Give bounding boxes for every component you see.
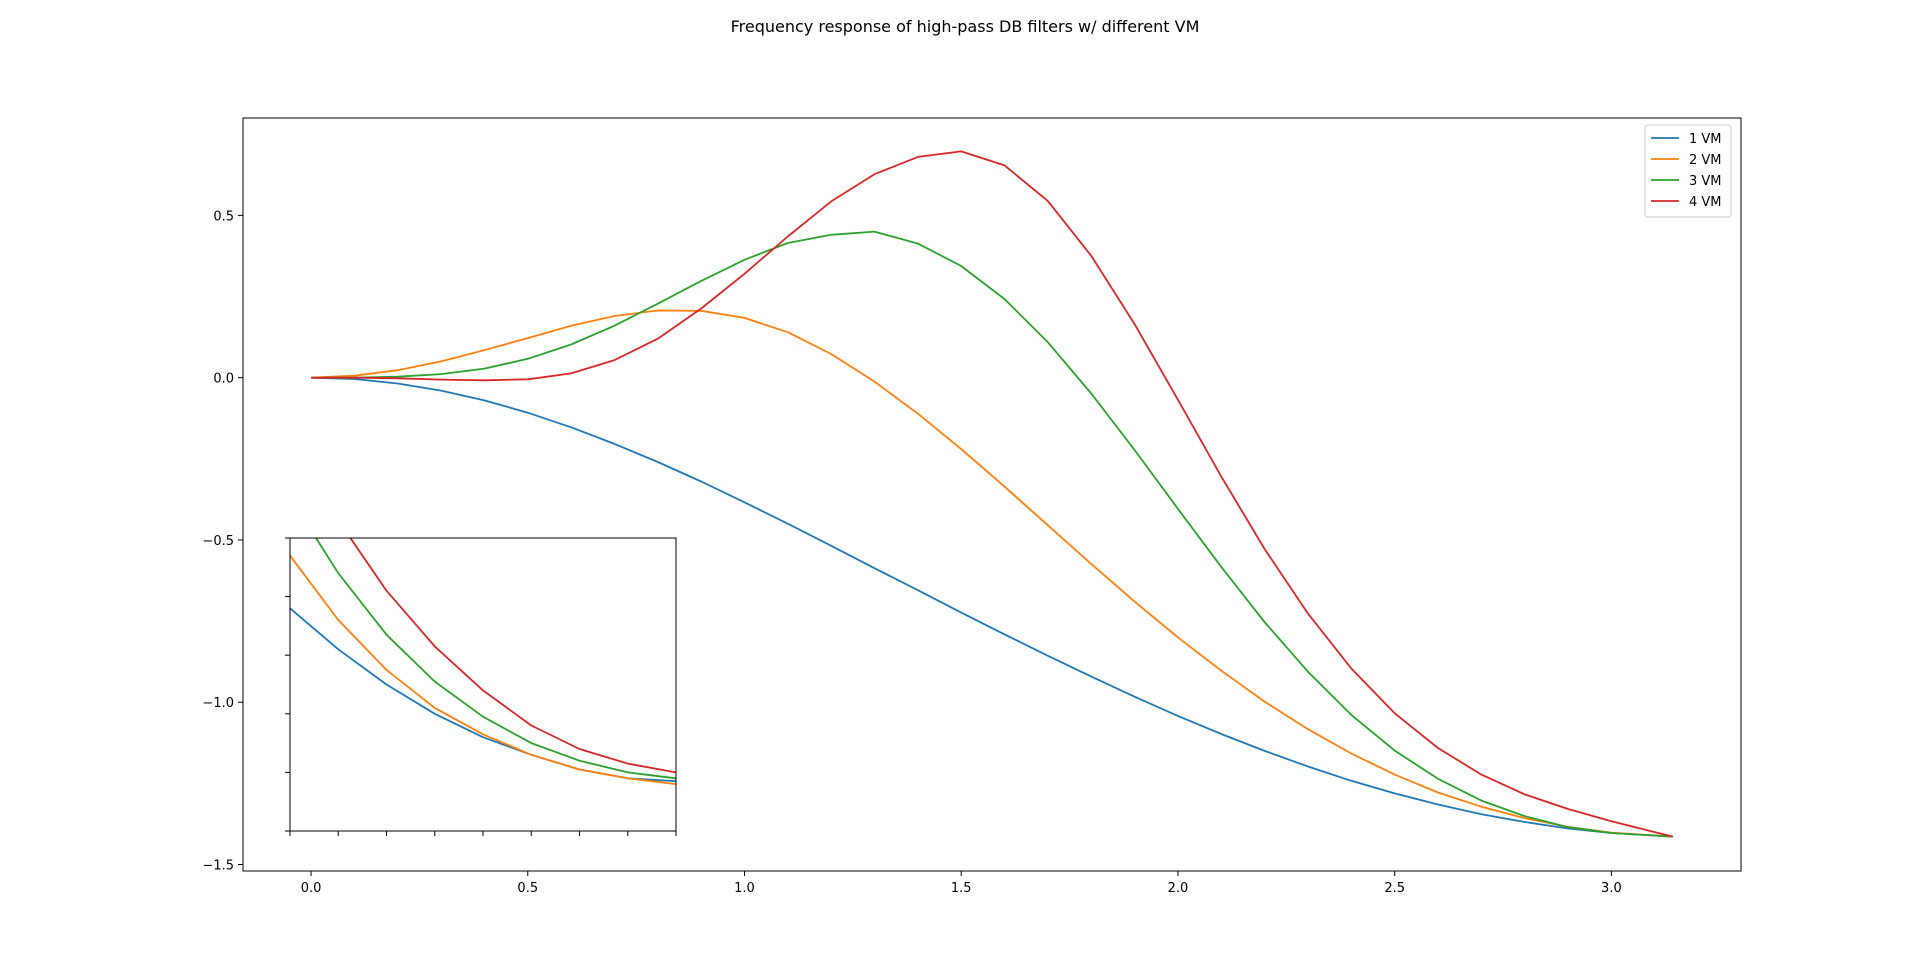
inset-plot <box>285 537 677 836</box>
legend-box <box>1644 124 1732 218</box>
legend-label: 4 VM <box>1689 195 1722 210</box>
legend-label: 2 VM <box>1689 153 1722 168</box>
inset-series-line-3 <box>314 538 676 780</box>
x-tick-label: 1.5 <box>951 881 972 896</box>
legend-label: 3 VM <box>1689 174 1722 189</box>
y-tick-label: 0.0 <box>213 372 234 387</box>
inset-series-line-4 <box>349 538 676 774</box>
inset-lines <box>290 538 676 785</box>
series-line-1 <box>311 376 1673 838</box>
main-plot: 0.0 0.5 1.0 1.5 2.0 2.5 3.0 0.5 0.0 −0.5 −1.0 −1.5 <box>202 117 1742 896</box>
inset-series-line-2 <box>290 555 676 785</box>
x-tick-label: 3.0 <box>1601 881 1622 896</box>
x-tick-label: 1.0 <box>734 881 755 896</box>
legend-label: 1 VM <box>1689 132 1722 147</box>
x-tick-label: 0.5 <box>517 881 538 896</box>
inset-background <box>290 538 676 831</box>
x-tick-label: 0.0 <box>301 881 322 896</box>
x-tick-label: 2.5 <box>1384 881 1405 896</box>
plot-frame <box>242 117 1742 872</box>
y-tick-label: −0.5 <box>202 534 234 549</box>
legend: 1 VM 2 VM 3 VM 4 VM <box>1644 124 1732 218</box>
series-line-3 <box>311 230 1673 838</box>
y-tick-label: −1.5 <box>202 859 234 874</box>
series-line-2 <box>311 309 1673 838</box>
y-tick-label: −1.0 <box>202 696 234 711</box>
x-tick-label: 2.0 <box>1168 881 1189 896</box>
series-line-4 <box>311 150 1674 838</box>
y-tick-label: 0.5 <box>213 209 234 224</box>
chart-title: Frequency response of high-pass DB filte… <box>731 17 1200 36</box>
